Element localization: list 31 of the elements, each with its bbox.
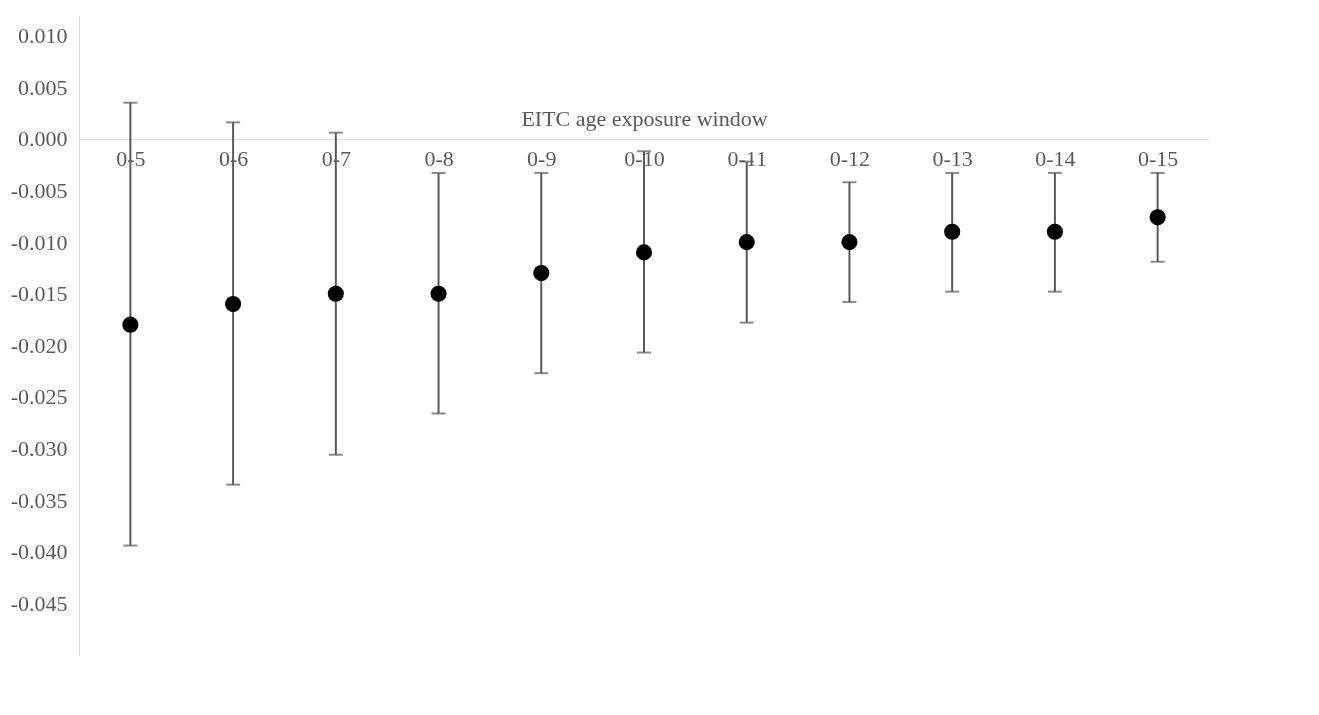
point: [841, 234, 858, 251]
x-tick-label: 0-13: [932, 146, 973, 172]
y-tick-label: -0.040: [10, 539, 68, 565]
x-tick-label: 0-14: [1035, 146, 1076, 172]
x-tick-label: 0-15: [1137, 146, 1179, 172]
y-tick-label: 0.000: [18, 126, 68, 152]
point: [327, 285, 344, 302]
point: [738, 234, 755, 251]
point: [122, 316, 139, 333]
x-tick-label: 0-11: [727, 146, 767, 172]
point: [430, 285, 447, 302]
point: [635, 244, 653, 261]
y-tick-label: -0.010: [10, 229, 68, 255]
y-tick-label: -0.020: [10, 332, 68, 358]
x-tick-label: 0-12: [829, 146, 871, 172]
point: [944, 223, 961, 240]
y-tick-label: -0.045: [10, 590, 68, 616]
x-axis-title: EITC age exposure window: [521, 106, 768, 132]
point: [1149, 209, 1166, 226]
point: [1046, 223, 1063, 240]
y-tick-label: -0.035: [10, 487, 68, 513]
x-tick-label: 0-9: [527, 146, 557, 172]
y-tick-label: -0.015: [10, 281, 68, 307]
y-tick-label: -0.005: [10, 177, 68, 203]
y-tick-label: -0.030: [10, 436, 68, 462]
x-tick-label: 0-8: [424, 146, 454, 172]
point: [225, 295, 242, 313]
y-tick-label: 0.005: [18, 74, 68, 100]
point: [533, 265, 550, 282]
y-tick-label: -0.025: [10, 384, 68, 410]
y-tick-label: 0.010: [18, 23, 68, 49]
